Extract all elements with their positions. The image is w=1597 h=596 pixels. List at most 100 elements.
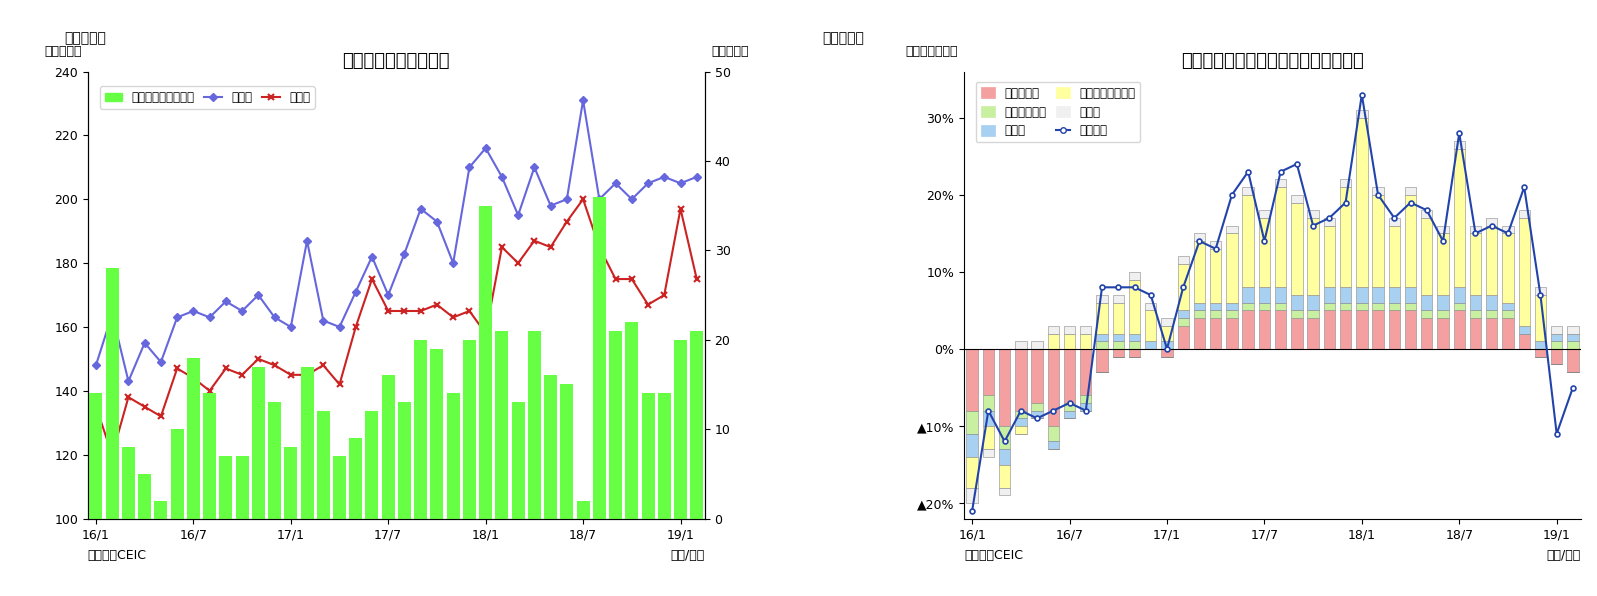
Bar	[382, 375, 394, 519]
Bar	[1211, 318, 1222, 349]
Bar	[414, 340, 426, 519]
Bar	[1177, 318, 1188, 326]
Bar	[1195, 303, 1206, 311]
Bar	[1161, 318, 1172, 326]
Bar	[1356, 287, 1367, 303]
Bar	[1503, 303, 1514, 311]
Bar	[431, 349, 444, 519]
Bar	[1032, 342, 1043, 349]
Bar	[998, 426, 1011, 449]
Bar	[1372, 311, 1383, 349]
Bar	[1226, 303, 1238, 311]
Bar	[1469, 234, 1480, 295]
Bar	[1048, 326, 1059, 334]
Text: （前年同月比）: （前年同月比）	[905, 45, 958, 58]
Bar	[1324, 311, 1335, 349]
Bar	[966, 457, 977, 488]
Text: （図表ｸ）: （図表ｸ）	[822, 31, 864, 45]
Bar	[1064, 403, 1075, 411]
Bar	[1145, 311, 1156, 342]
Bar	[1048, 334, 1059, 349]
Bar	[1487, 318, 1498, 349]
Text: （資料）CEIC: （資料）CEIC	[88, 549, 147, 562]
Bar	[1097, 342, 1108, 349]
Bar	[1487, 295, 1498, 311]
Bar	[1129, 280, 1140, 334]
Bar	[1324, 218, 1335, 226]
Bar	[1195, 241, 1206, 303]
Bar	[105, 268, 118, 519]
Bar	[1308, 210, 1319, 218]
Bar	[1519, 210, 1530, 218]
Bar	[1389, 226, 1401, 287]
Bar	[316, 411, 329, 519]
Bar	[1389, 303, 1401, 311]
Bar	[268, 402, 281, 519]
Bar	[187, 358, 200, 519]
Bar	[1274, 303, 1286, 311]
Bar	[1535, 295, 1546, 342]
Bar	[1535, 349, 1546, 356]
Bar	[608, 331, 623, 519]
Bar	[1211, 303, 1222, 311]
Bar	[1308, 311, 1319, 318]
Bar	[1258, 303, 1270, 311]
Bar	[1258, 311, 1270, 349]
Bar	[1145, 303, 1156, 311]
Bar	[203, 393, 216, 519]
Bar	[1487, 218, 1498, 226]
Bar	[1372, 287, 1383, 303]
Bar	[1032, 349, 1043, 403]
Bar	[1421, 218, 1433, 295]
Bar	[1195, 234, 1206, 241]
Bar	[511, 402, 525, 519]
Bar	[966, 411, 977, 434]
Bar	[1405, 287, 1417, 303]
Bar	[1519, 334, 1530, 349]
Bar	[1535, 287, 1546, 295]
Bar	[1274, 179, 1286, 187]
Bar	[1064, 326, 1075, 334]
Bar	[561, 384, 573, 519]
Bar	[236, 456, 249, 519]
Bar	[1356, 311, 1367, 349]
Bar	[1016, 342, 1027, 349]
Bar	[1469, 311, 1480, 318]
Bar	[155, 501, 168, 519]
Bar	[1405, 195, 1417, 287]
Bar	[1437, 311, 1448, 318]
Bar	[1113, 334, 1124, 342]
Bar	[1340, 287, 1351, 303]
Bar	[1177, 264, 1188, 311]
Bar	[1113, 342, 1124, 349]
Bar	[1324, 303, 1335, 311]
Bar	[1469, 226, 1480, 234]
Bar	[1292, 195, 1303, 203]
Bar	[1503, 311, 1514, 318]
Bar	[1080, 334, 1091, 349]
Bar	[1274, 187, 1286, 287]
Bar	[1211, 311, 1222, 318]
Bar	[658, 393, 671, 519]
Bar	[1211, 249, 1222, 303]
Bar	[1048, 442, 1059, 449]
Bar	[1356, 110, 1367, 118]
Bar	[1551, 334, 1562, 342]
Bar	[982, 395, 993, 411]
Bar	[966, 349, 977, 411]
Bar	[1080, 326, 1091, 334]
Bar	[1519, 326, 1530, 334]
Bar	[1308, 295, 1319, 311]
Bar	[1389, 218, 1401, 226]
Bar	[545, 375, 557, 519]
Bar	[998, 488, 1011, 495]
Bar	[690, 331, 703, 519]
Bar	[1292, 295, 1303, 311]
Bar	[1469, 295, 1480, 311]
Bar	[1372, 187, 1383, 195]
Bar	[1145, 342, 1156, 349]
Text: （図表ｷ）: （図表ｷ）	[64, 31, 105, 45]
Bar	[1113, 349, 1124, 356]
Title: マレーシア　輸出の伸び率（品目別）: マレーシア 輸出の伸び率（品目別）	[1182, 52, 1364, 70]
Bar	[1242, 287, 1254, 303]
